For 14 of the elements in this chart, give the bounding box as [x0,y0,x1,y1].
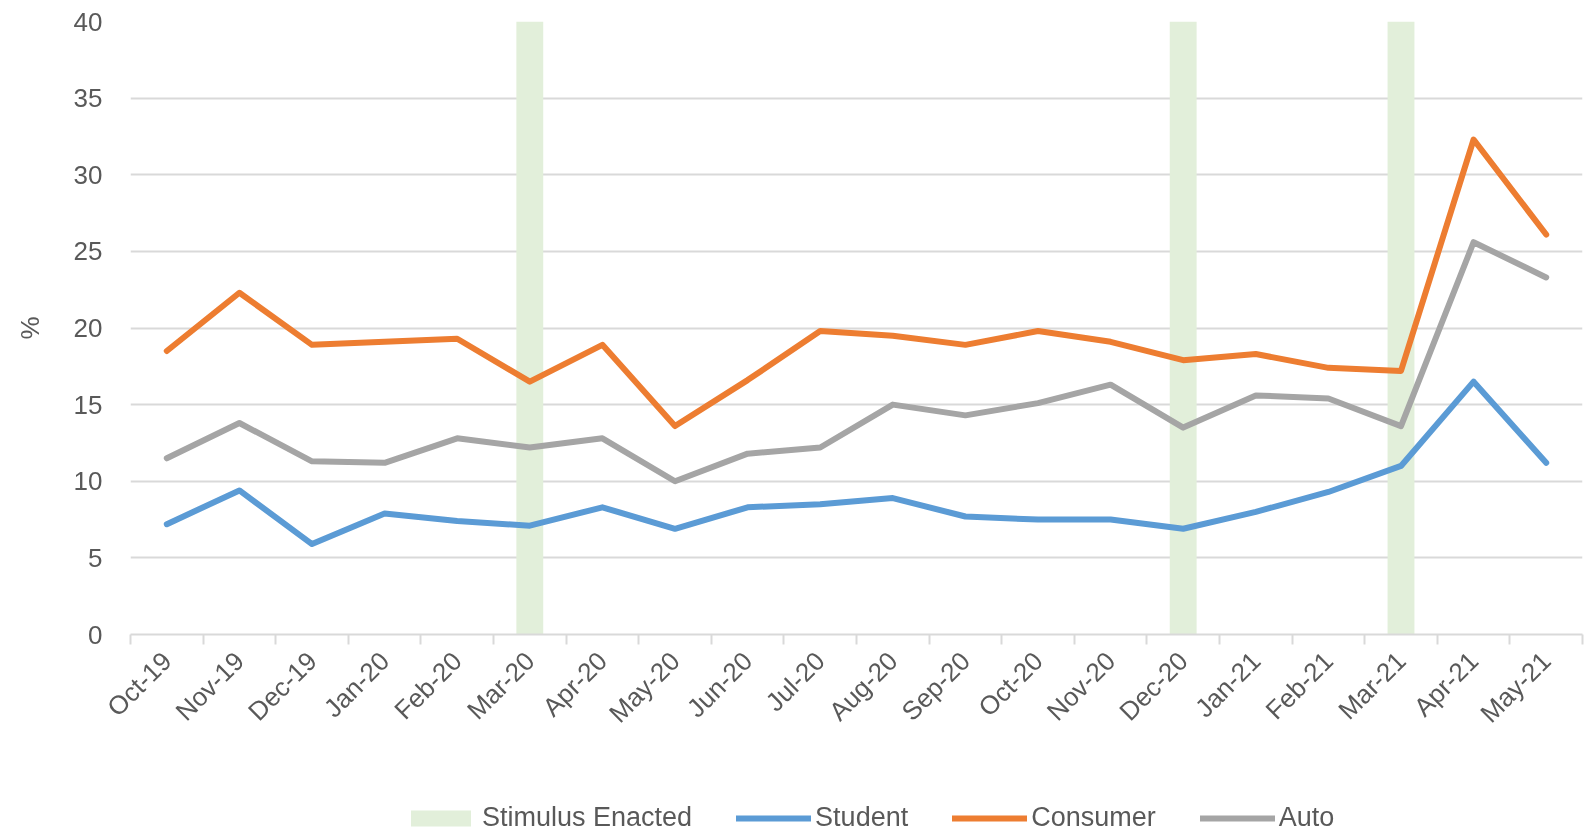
y-tick-label: 10 [73,466,103,497]
legend-label: Auto [1278,802,1335,833]
y-tick-label: 5 [88,542,103,573]
y-tick-label: 15 [73,389,103,420]
y-tick-label: 25 [73,236,103,267]
legend-label: Consumer [1031,802,1156,833]
legend-label: Student [815,802,909,833]
legend-label: Stimulus Enacted [482,802,693,833]
y-tick-label: 40 [73,6,103,37]
y-tick-label: 30 [73,159,103,190]
y-tick-label: 20 [73,313,103,343]
y-axis-title: % [14,316,45,340]
y-tick-label: 0 [88,619,103,650]
y-tick-label: 35 [73,83,103,114]
